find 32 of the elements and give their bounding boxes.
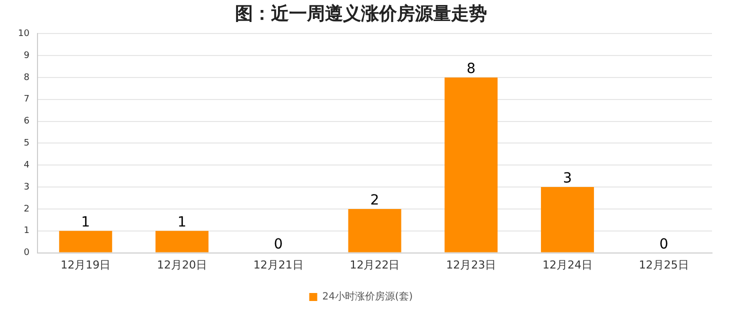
bar bbox=[348, 208, 402, 252]
data-label: 1 bbox=[178, 214, 186, 231]
x-tick-label: 12月22日 bbox=[350, 258, 400, 272]
x-tick-label: 12月24日 bbox=[542, 258, 592, 272]
x-tick-label: 12月20日 bbox=[157, 258, 207, 272]
bar bbox=[444, 77, 498, 252]
y-tick-label: 0 bbox=[24, 248, 30, 258]
legend-label: 24小时涨价房源(套) bbox=[322, 290, 413, 303]
x-tick-label: 12月19日 bbox=[60, 258, 111, 272]
x-tick-label: 12月21日 bbox=[253, 258, 304, 272]
y-tick-label: 6 bbox=[24, 116, 30, 127]
y-tick-label: 1 bbox=[24, 226, 30, 236]
bar bbox=[540, 187, 594, 252]
bar bbox=[59, 230, 112, 252]
data-label: 2 bbox=[370, 192, 380, 209]
y-tick-label: 4 bbox=[24, 160, 30, 170]
data-label: 0 bbox=[274, 236, 283, 252]
y-tick-label: 8 bbox=[24, 72, 30, 83]
x-tick-label: 12月25日 bbox=[638, 258, 689, 272]
data-label: 3 bbox=[562, 170, 572, 187]
data-label: 1 bbox=[81, 214, 90, 231]
y-tick-label: 7 bbox=[24, 94, 30, 105]
y-tick-label: 5 bbox=[24, 138, 30, 149]
data-label: 0 bbox=[659, 236, 668, 252]
chart-title: 图：近一周遵义涨价房源量走势 bbox=[235, 3, 487, 24]
x-tick-label: 12月23日 bbox=[446, 258, 496, 272]
data-label: 8 bbox=[466, 61, 476, 78]
bar bbox=[156, 230, 208, 252]
y-tick-label: 3 bbox=[24, 182, 30, 192]
y-tick-label: 10 bbox=[18, 28, 30, 39]
y-tick-label: 9 bbox=[24, 50, 30, 61]
y-tick-label: 2 bbox=[24, 204, 30, 214]
